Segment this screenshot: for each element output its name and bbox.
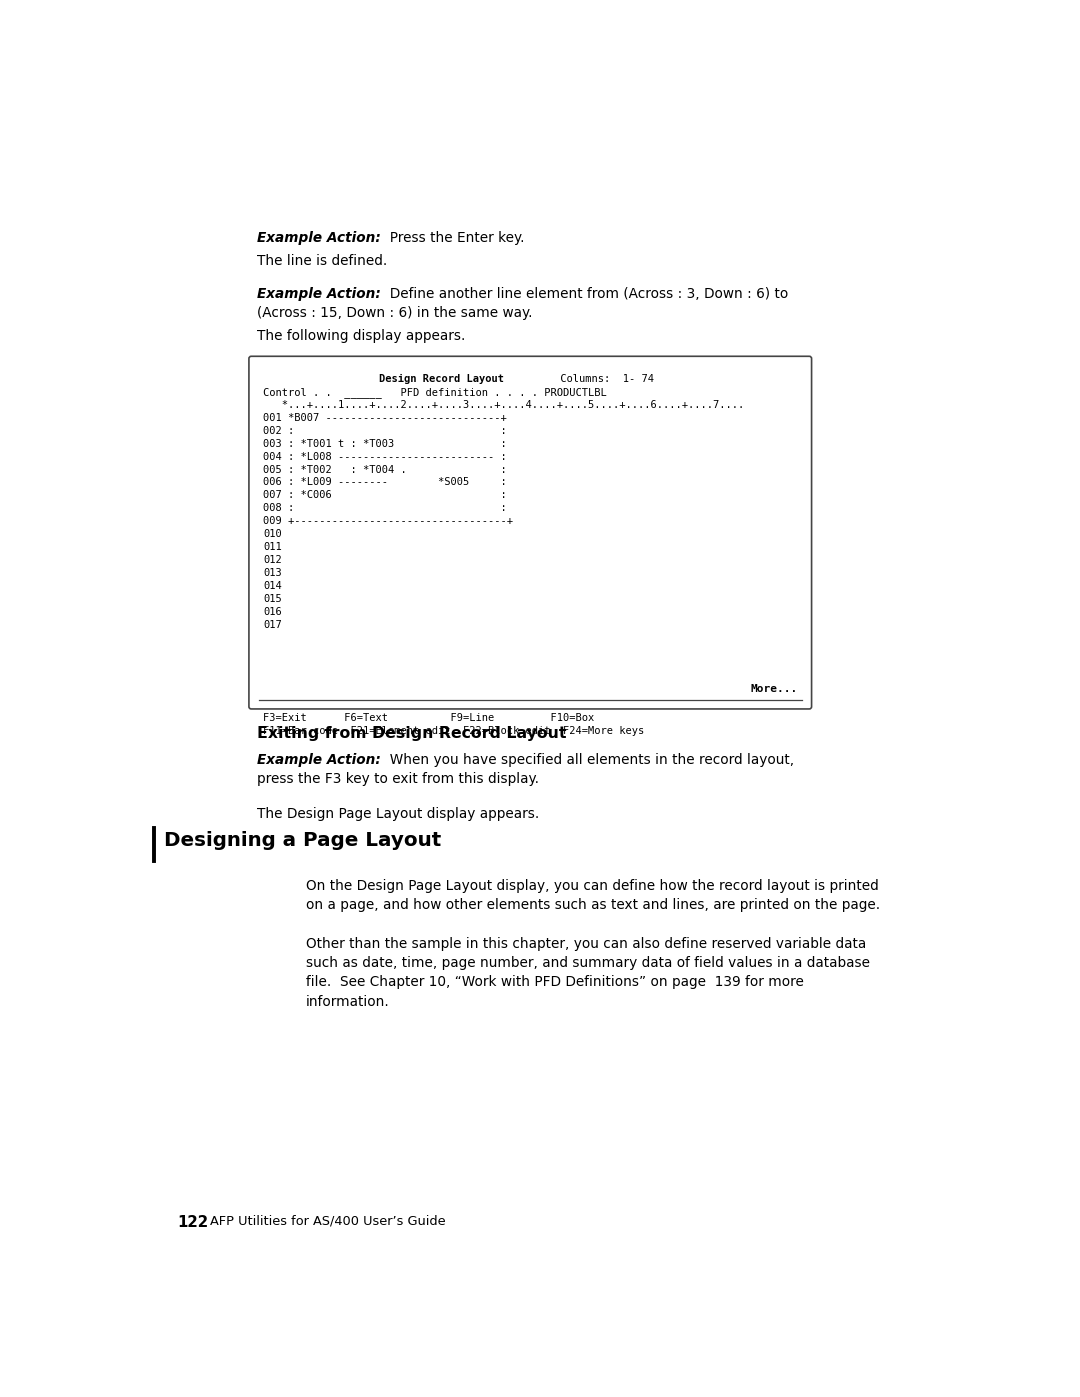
Text: information.: information. [306,995,389,1009]
Text: When you have specified all elements in the record layout,: When you have specified all elements in … [381,753,795,767]
Text: on a page, and how other elements such as text and lines, are printed on the pag: on a page, and how other elements such a… [306,898,879,912]
Text: (Across : 15, Down : 6) in the same way.: (Across : 15, Down : 6) in the same way. [257,306,532,320]
Text: Control . .  ______   PFD definition . . . . PRODUCTLBL: Control . . ______ PFD definition . . . … [262,387,607,398]
Text: *...+....1....+....2....+....3....+....4....+....5....+....6....+....7....: *...+....1....+....2....+....3....+....4… [262,400,744,409]
Text: 002 :                                 :: 002 : : [262,426,507,436]
Text: F3=Exit      F6=Text          F9=Line         F10=Box: F3=Exit F6=Text F9=Line F10=Box [262,712,594,722]
Text: 016: 016 [262,606,282,617]
Text: 008 :                                 :: 008 : : [262,503,507,513]
Text: 009 +----------------------------------+: 009 +----------------------------------+ [262,517,513,527]
Text: More...: More... [751,683,798,693]
Text: 014: 014 [262,581,282,591]
Text: 015: 015 [262,594,282,604]
Text: 007 : *C006                           :: 007 : *C006 : [262,490,507,500]
Text: 011: 011 [262,542,282,552]
Text: Define another line element from (Across : 3, Down : 6) to: Define another line element from (Across… [381,286,788,300]
Text: The following display appears.: The following display appears. [257,330,465,344]
Text: AFP Utilities for AS/400 User’s Guide: AFP Utilities for AS/400 User’s Guide [211,1215,446,1228]
Text: Other than the sample in this chapter, you can also define reserved variable dat: Other than the sample in this chapter, y… [306,937,866,951]
Text: 010: 010 [262,529,282,539]
Text: Design Record Layout: Design Record Layout [379,374,504,384]
Text: Example Action:: Example Action: [257,286,381,300]
Text: Press the Enter key.: Press the Enter key. [381,231,525,244]
Text: Example Action:: Example Action: [257,231,381,244]
Text: Exiting from Design Record Layout: Exiting from Design Record Layout [257,726,567,740]
Text: 122: 122 [177,1215,208,1229]
FancyBboxPatch shape [248,356,811,708]
Text: 017: 017 [262,620,282,630]
Text: file.  See Chapter 10, “Work with PFD Definitions” on page  139 for more: file. See Chapter 10, “Work with PFD Def… [306,975,804,989]
Text: The line is defined.: The line is defined. [257,254,388,268]
Text: F11=Bar code  F21=Element edit  F22=Block edit  F24=More keys: F11=Bar code F21=Element edit F22=Block … [262,725,644,736]
Text: 013: 013 [262,569,282,578]
Text: 006 : *L009 --------        *S005     :: 006 : *L009 -------- *S005 : [262,478,507,488]
Text: Example Action:: Example Action: [257,753,381,767]
Text: such as date, time, page number, and summary data of field values in a database: such as date, time, page number, and sum… [306,956,869,970]
Text: press the F3 key to exit from this display.: press the F3 key to exit from this displ… [257,773,539,787]
Text: 001 *B007 ----------------------------+: 001 *B007 ----------------------------+ [262,412,507,423]
Text: Designing a Page Layout: Designing a Page Layout [164,831,442,851]
Text: The Design Page Layout display appears.: The Design Page Layout display appears. [257,806,540,821]
Text: Columns:  1- 74: Columns: 1- 74 [504,374,654,384]
Text: 003 : *T001 t : *T003                 :: 003 : *T001 t : *T003 : [262,439,507,448]
Text: 005 : *T002   : *T004 .               :: 005 : *T002 : *T004 . : [262,465,507,475]
Text: 004 : *L008 ------------------------- :: 004 : *L008 ------------------------- : [262,451,507,461]
Text: On the Design Page Layout display, you can define how the record layout is print: On the Design Page Layout display, you c… [306,879,878,893]
Text: 012: 012 [262,555,282,566]
